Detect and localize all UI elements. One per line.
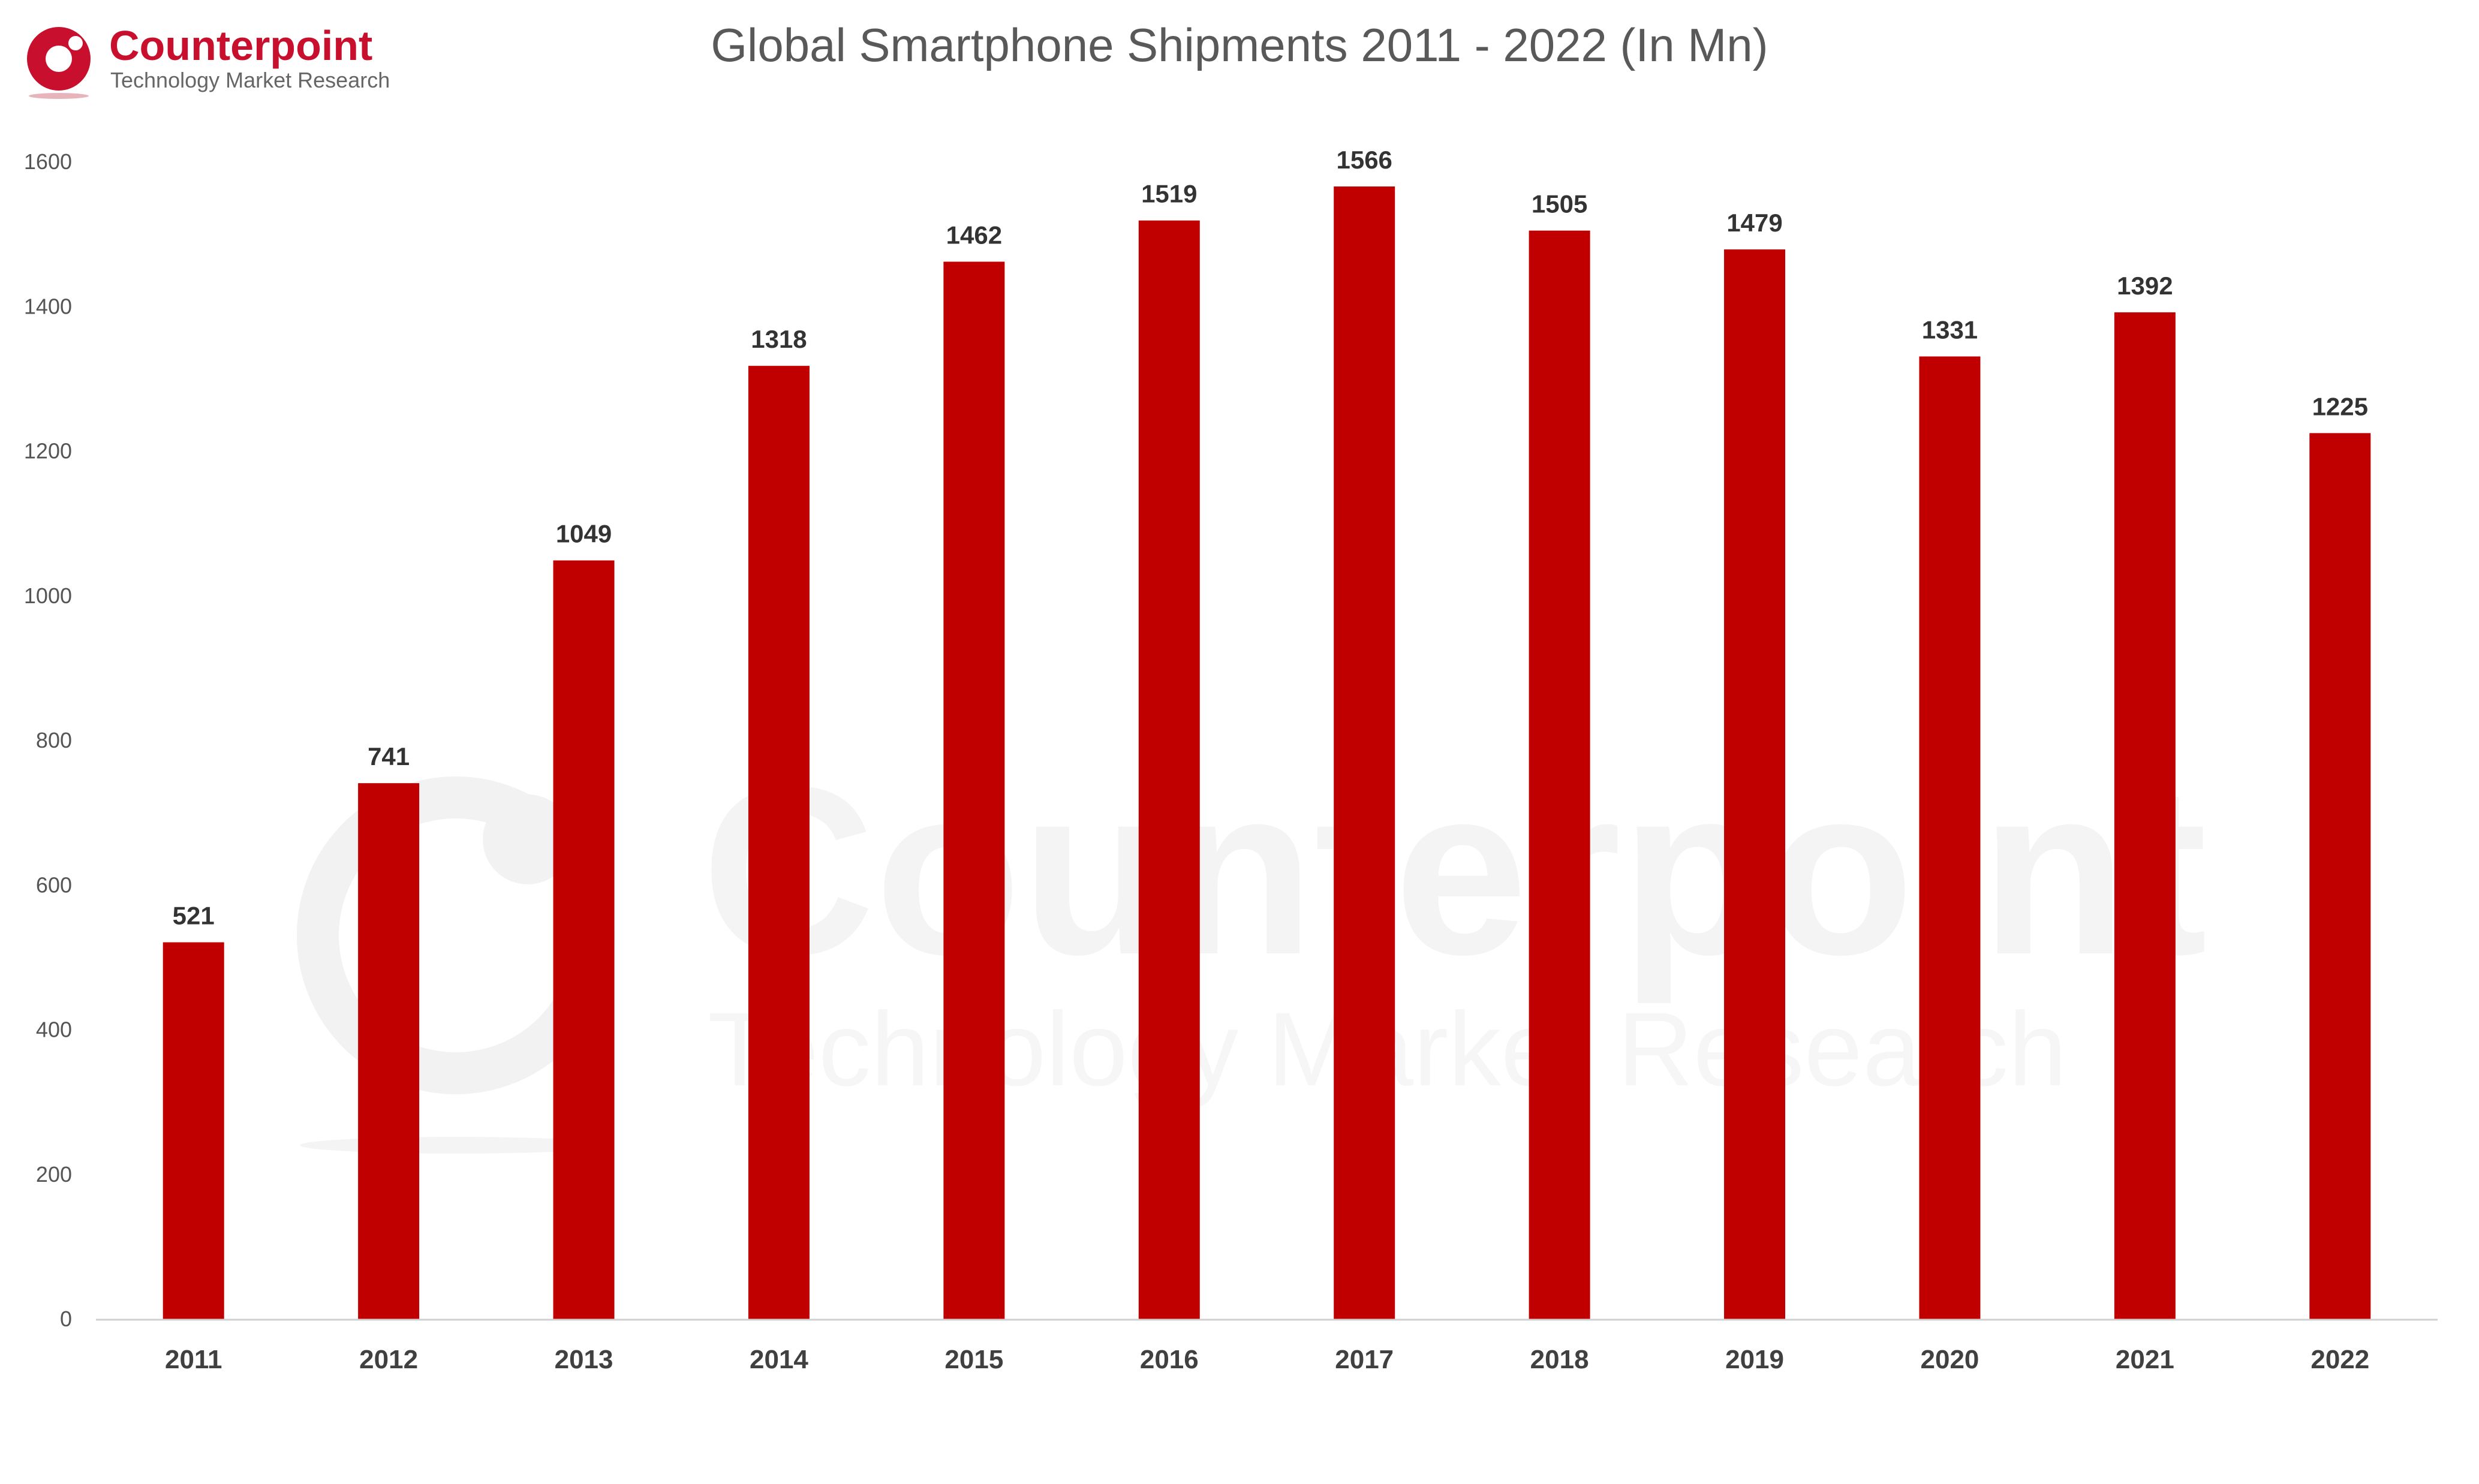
data-label: 1049 bbox=[556, 520, 612, 548]
y-tick-label: 0 bbox=[60, 1307, 72, 1331]
y-axis: 0 200 400 600 800 1000 1200 1400 1600 bbox=[24, 149, 72, 1331]
y-tick-label: 800 bbox=[36, 728, 72, 752]
data-labels: 521 741 1049 1318 1462 1519 1566 1505 1479 1331 13… bbox=[173, 146, 2368, 930]
bars bbox=[163, 186, 2371, 1320]
bar bbox=[2309, 433, 2371, 1319]
y-tick-label: 1000 bbox=[24, 583, 72, 608]
x-axis: 2011 2012 2013 2014 2015 2016 2017 2018 2019 2020… bbox=[96, 1319, 2438, 1374]
bar bbox=[1138, 220, 1200, 1319]
data-label: 521 bbox=[173, 902, 215, 930]
data-label: 1225 bbox=[2312, 392, 2368, 420]
x-tick-label: 2019 bbox=[1725, 1345, 1784, 1374]
y-tick-label: 1200 bbox=[24, 439, 72, 463]
data-label: 1505 bbox=[1532, 190, 1587, 218]
data-label: 1318 bbox=[751, 325, 807, 353]
x-tick-label: 2015 bbox=[944, 1345, 1003, 1374]
x-tick-label: 2011 bbox=[165, 1345, 222, 1374]
y-tick-label: 1400 bbox=[24, 294, 72, 318]
brand-tagline: Technology Market Research bbox=[110, 68, 390, 92]
x-tick-label: 2021 bbox=[2116, 1345, 2174, 1374]
bar bbox=[1919, 356, 1981, 1320]
bar bbox=[2114, 312, 2176, 1319]
bar bbox=[943, 261, 1005, 1319]
brand-name: Counterpoint bbox=[109, 22, 372, 69]
x-tick-label: 2014 bbox=[750, 1345, 808, 1374]
y-tick-label: 1600 bbox=[24, 149, 72, 174]
bar bbox=[748, 366, 810, 1319]
x-tick-label: 2016 bbox=[1140, 1345, 1199, 1374]
data-label: 1462 bbox=[946, 221, 1002, 249]
brand-logo: Counterpoint Technology Market Research bbox=[27, 22, 390, 99]
bar bbox=[358, 783, 420, 1319]
data-label: 741 bbox=[368, 742, 410, 770]
data-label: 1479 bbox=[1726, 209, 1782, 237]
bar bbox=[1529, 230, 1590, 1319]
x-tick-label: 2012 bbox=[359, 1345, 418, 1374]
watermark-brand-name: Counterpoint bbox=[702, 736, 2207, 1006]
x-tick-label: 2022 bbox=[2310, 1345, 2369, 1374]
y-tick-label: 400 bbox=[36, 1018, 72, 1042]
chart-title: Global Smartphone Shipments 2011 - 2022 … bbox=[711, 19, 1768, 71]
x-tick-label: 2017 bbox=[1335, 1345, 1394, 1374]
x-tick-label: 2013 bbox=[555, 1345, 613, 1374]
data-label: 1331 bbox=[1922, 315, 1978, 344]
data-label: 1392 bbox=[2117, 272, 2173, 300]
bar bbox=[163, 942, 224, 1319]
data-label: 1566 bbox=[1336, 146, 1392, 174]
bar bbox=[1334, 186, 1395, 1320]
logo-mark bbox=[27, 27, 91, 99]
x-tick-label: 2020 bbox=[1921, 1345, 1979, 1374]
bar bbox=[553, 560, 615, 1319]
x-tick-label: 2018 bbox=[1530, 1345, 1589, 1374]
data-label: 1519 bbox=[1141, 180, 1197, 208]
bar bbox=[1724, 249, 1786, 1319]
y-tick-label: 600 bbox=[36, 872, 72, 897]
y-tick-label: 200 bbox=[36, 1162, 72, 1187]
